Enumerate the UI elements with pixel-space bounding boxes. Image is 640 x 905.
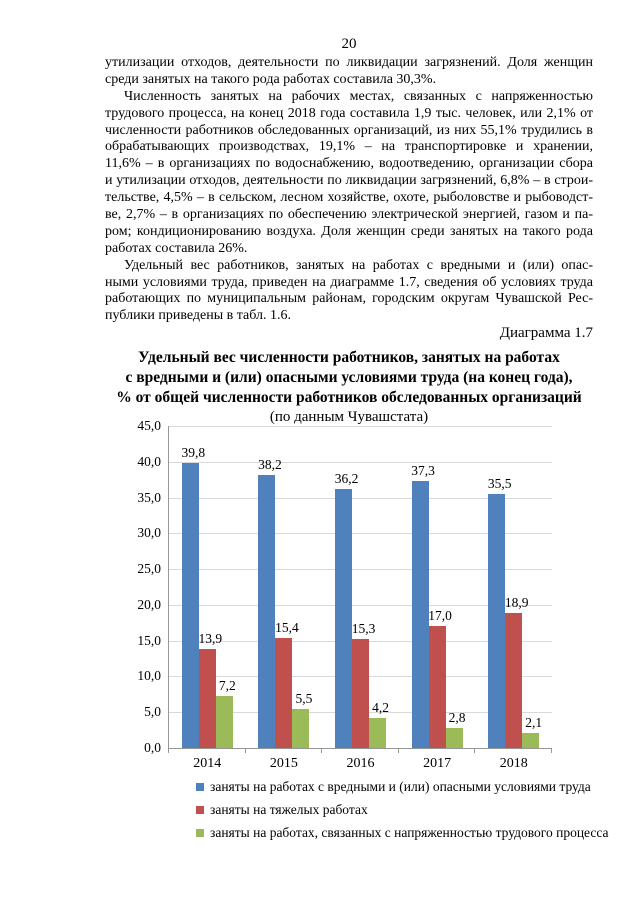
bar-value-label: 13,9: [198, 630, 223, 646]
bar-2015-series3: [292, 708, 310, 748]
x-axis-tick: [397, 749, 399, 753]
text-line: публики приведены в табл. 1.6.: [105, 308, 292, 324]
bar-2014-series2: [198, 648, 216, 748]
text-line: ными условиями труда, приведен на диагра…: [105, 274, 593, 290]
bar-2014-series1: [181, 463, 199, 748]
y-axis-tick-label: 0,0: [144, 740, 161, 755]
text-line: работающих по муниципальным районам, гор…: [105, 291, 593, 307]
text-line: обрабатывающих производствах, 19,1% – на…: [105, 139, 593, 155]
text-line: 11,6% – в организациях по водоснабжению,…: [105, 156, 593, 172]
gridline: [169, 569, 552, 571]
x-axis-tick: [321, 749, 323, 753]
legend-item: заняты на работах с вредными и (или) опа…: [196, 779, 596, 797]
y-axis-tick-label: 5,0: [144, 704, 161, 720]
legend-label: заняты на работах, связанных с напряженн…: [210, 825, 609, 840]
bar-value-label: 35,5: [487, 475, 512, 491]
text-line: тельстве, 4,5% – в сельском, лесном хозя…: [105, 190, 593, 206]
bar-2017-series2: [428, 626, 446, 748]
bar-2017-series3: [445, 727, 463, 748]
chart-title-line: Удельный вес численности работников, зан…: [138, 349, 560, 366]
bar-value-label: 15,4: [275, 619, 299, 635]
legend-item: заняты на работах, связанных с напряженн…: [196, 825, 609, 843]
legend-item: заняты на тяжелых работах: [196, 802, 596, 820]
text-line: численности работников обследованных орг…: [105, 122, 593, 138]
y-axis-tick-label: 40,0: [137, 453, 161, 469]
text-line: ром; кондиционированию воздуха. Доля жен…: [105, 223, 593, 239]
gridline: [169, 712, 552, 714]
diagram-caption: Диаграмма 1.7: [499, 325, 593, 341]
gridline: [169, 497, 552, 499]
gridline: [169, 604, 552, 606]
bar-value-label: 7,2: [218, 678, 236, 694]
text-line: работах составила 26%.: [105, 240, 248, 256]
legend-label: заняты на работах с вредными и (или) опа…: [210, 779, 591, 794]
bar-2016-series2: [352, 638, 369, 748]
y-axis-tick-label: 25,0: [137, 561, 161, 577]
bar-2015-series1: [258, 474, 276, 748]
legend-marker-series2: [196, 806, 204, 814]
text-line: утилизации отходов, деятельности по ликв…: [105, 55, 593, 70]
body-text: утилизации отходов, деятельности по ликв…: [105, 55, 593, 325]
x-axis-category-label: 2015: [269, 756, 298, 771]
bar-value-label: 15,3: [351, 620, 376, 636]
legend-label: заняты на тяжелых работах: [210, 802, 368, 817]
x-axis-line: [168, 748, 552, 749]
x-axis-category-label: 2014: [193, 756, 222, 771]
x-axis-category-label: 2016: [346, 756, 375, 771]
legend-marker-series3: [196, 829, 204, 837]
chart-title-line: с вредными и (или) опасными условиями тр…: [125, 369, 573, 386]
bar-value-label: 36,2: [334, 470, 359, 486]
bar-2017-series1: [411, 481, 429, 748]
gridline: [169, 533, 552, 535]
y-axis-tick-label: 35,0: [137, 489, 161, 505]
y-axis-tick-label: 15,0: [137, 632, 161, 648]
bar-2018-series3: [522, 732, 540, 748]
gridline: [169, 676, 552, 678]
chart-title: Удельный вес численности работников, зан…: [105, 348, 593, 408]
bar-2018-series1: [488, 493, 506, 748]
bar-2016-series1: [335, 488, 352, 748]
x-axis-tick: [551, 749, 552, 753]
text-line: трудового процесса, на конец 2018 года с…: [105, 105, 593, 121]
gridline: [169, 461, 552, 463]
page-number: 20: [341, 36, 357, 52]
bar-value-label: 2,1: [525, 714, 543, 730]
y-axis-tick-label: 30,0: [137, 525, 161, 541]
bar-2018-series2: [505, 612, 523, 748]
bar-value-label: 17,0: [428, 608, 452, 624]
bar-value-label: 37,3: [411, 463, 435, 479]
bar-2014-series3: [215, 696, 233, 748]
bar-value-label: 18,9: [504, 594, 529, 610]
legend-marker-series1: [196, 783, 204, 791]
x-axis-category-label: 2018: [499, 756, 528, 771]
bar-2015-series2: [275, 637, 293, 748]
bar-value-label: 5,5: [295, 690, 313, 706]
x-axis-tick: [244, 749, 246, 753]
y-axis-tick-label: 20,0: [137, 596, 161, 612]
bar-2016-series3: [369, 717, 386, 748]
bar-value-label: 39,8: [181, 445, 206, 461]
chart-subtitle: (по данным Чувашстата): [269, 409, 429, 425]
x-axis-tick: [474, 749, 476, 753]
x-axis-category-label: 2017: [423, 756, 452, 771]
y-axis-tick-label: 10,0: [137, 668, 161, 684]
text-line: ве, 2,7% – в организациях по обеспечению…: [105, 207, 593, 223]
x-axis-tick: [168, 749, 169, 753]
y-axis-line: [168, 426, 169, 748]
bar-value-label: 38,2: [258, 456, 282, 472]
gridline: [169, 640, 552, 642]
text-line: и утилизации отходов, деятельности по ли…: [105, 173, 593, 189]
chart-title-line: % от общей численности работников обслед…: [116, 389, 582, 406]
text-line: Удельный вес работников, занятых на рабо…: [124, 257, 593, 273]
text-line: среди занятых на такого рода работах сос…: [105, 71, 437, 87]
bar-value-label: 2,8: [448, 709, 466, 725]
bar-value-label: 4,2: [372, 699, 389, 715]
text-line: Численность занятых на рабочих местах, с…: [124, 88, 593, 104]
